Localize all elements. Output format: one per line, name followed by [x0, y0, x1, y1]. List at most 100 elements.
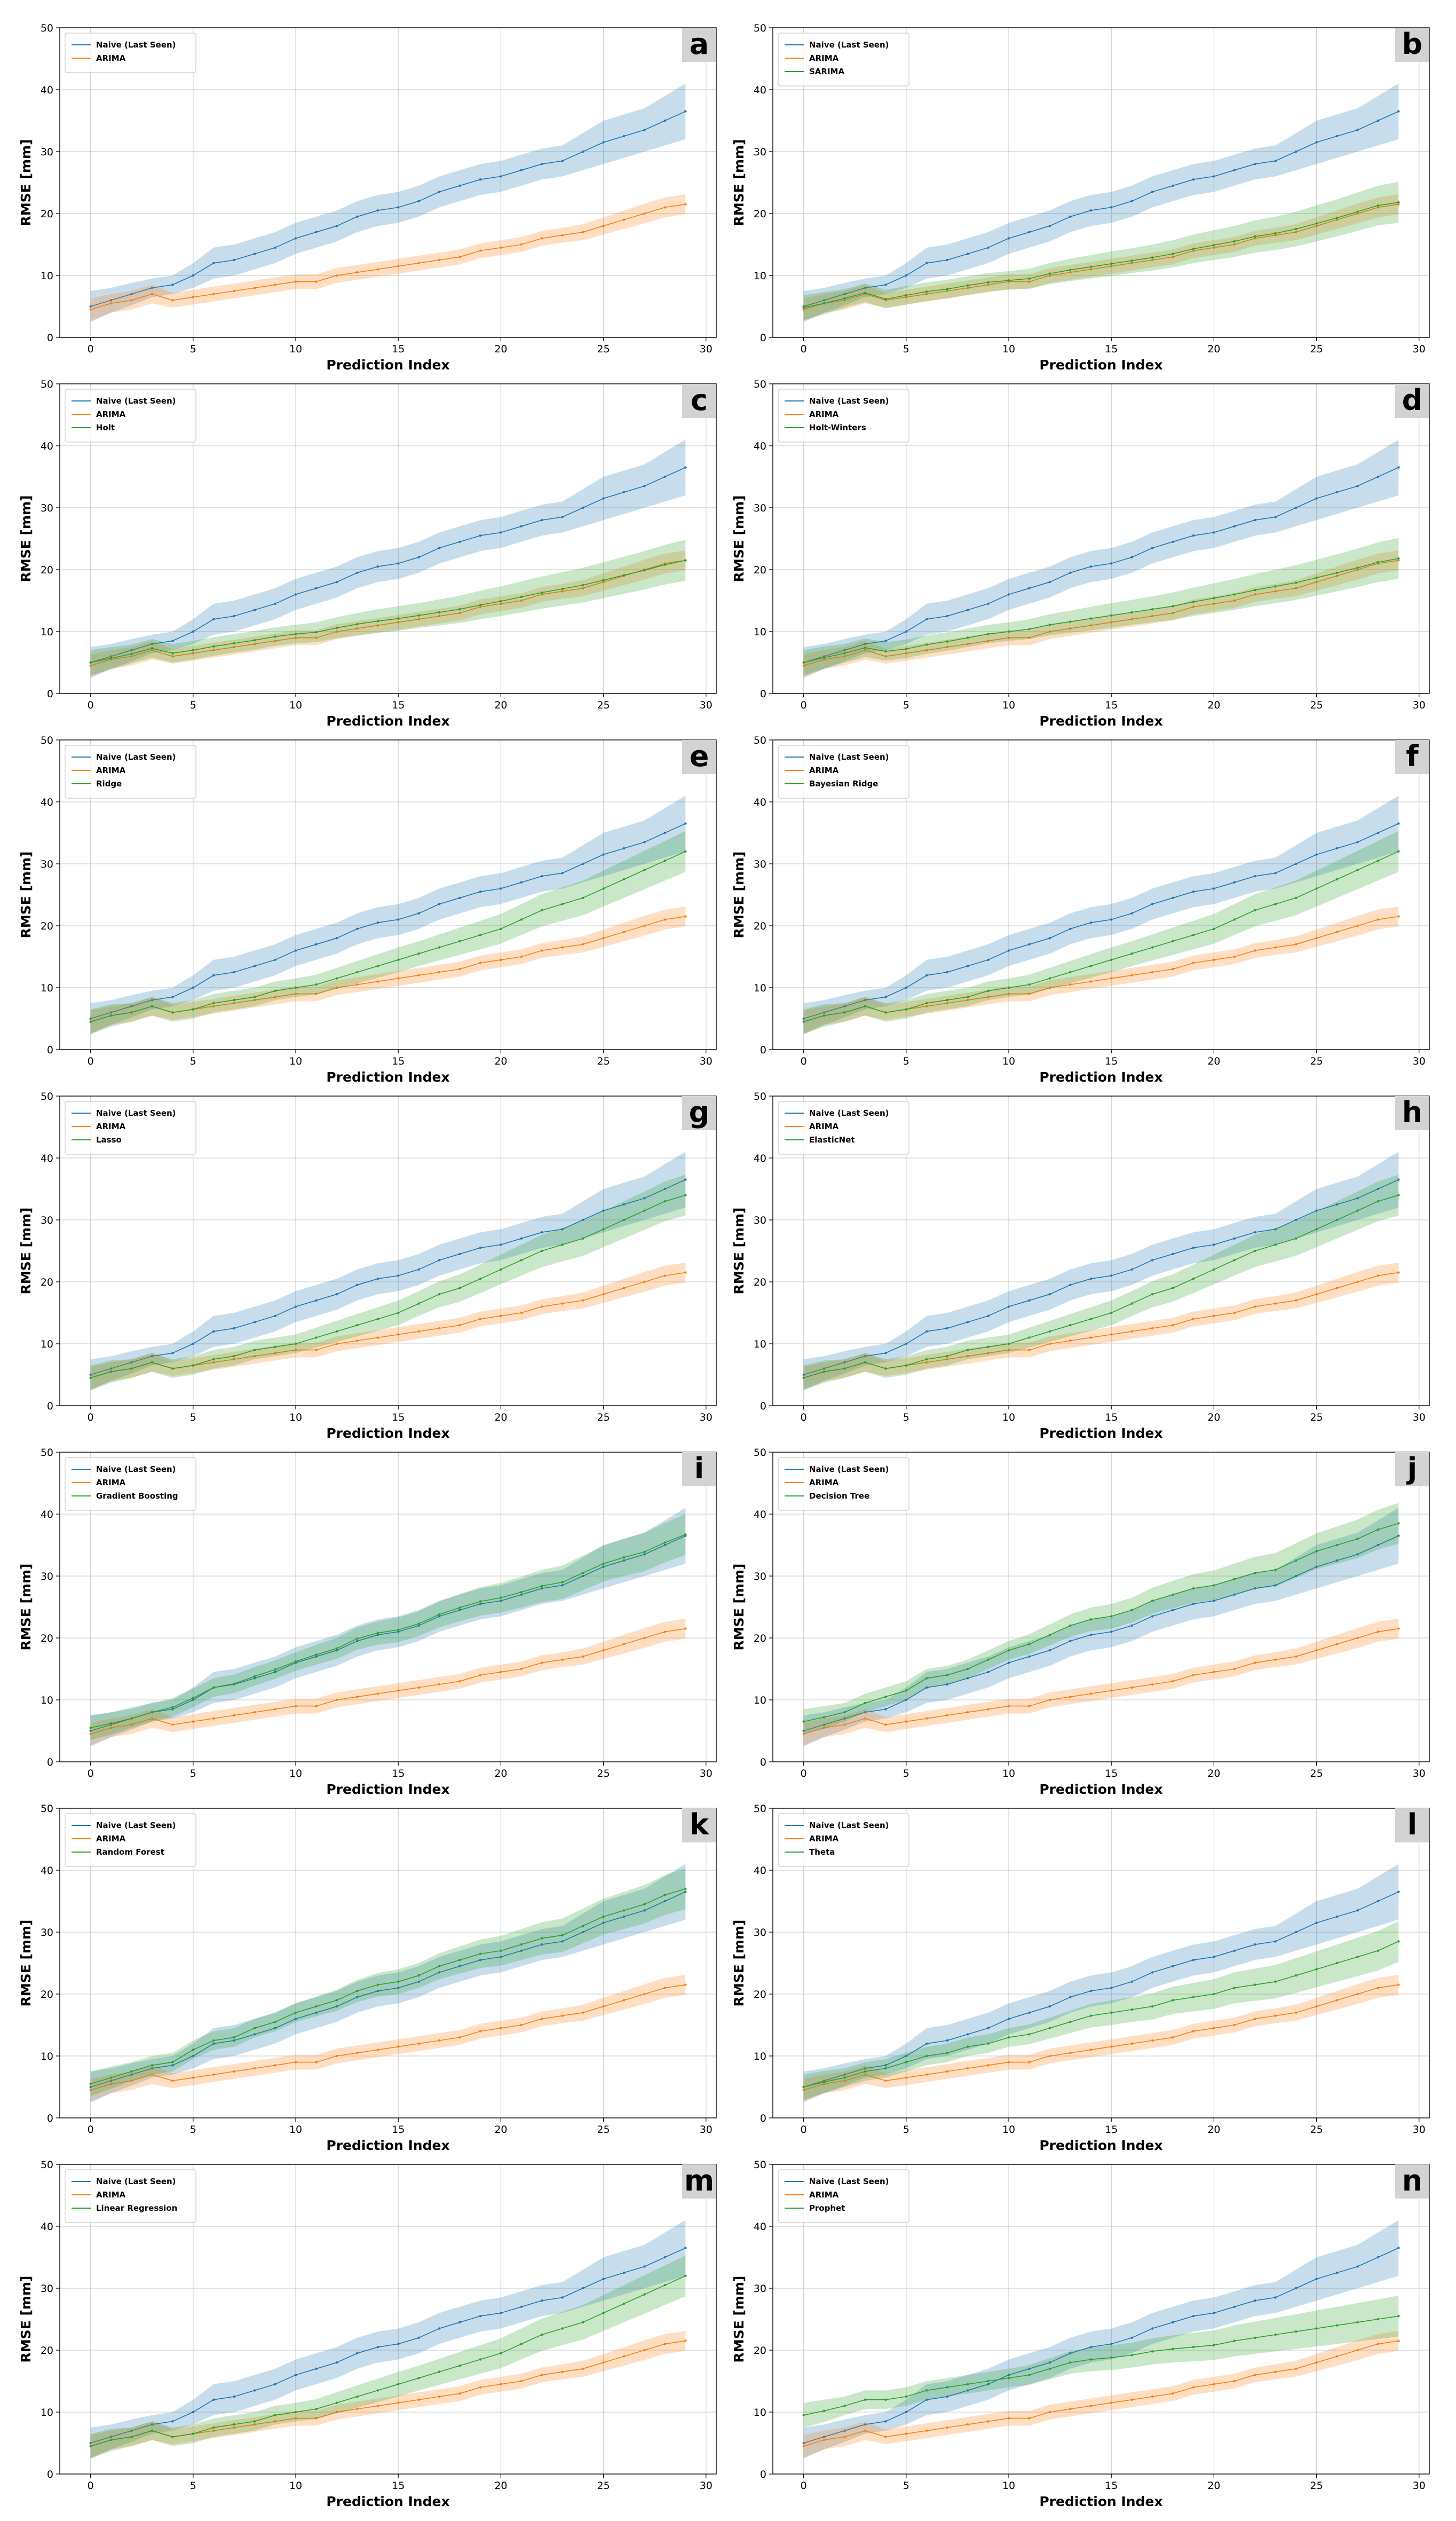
point-holt — [561, 587, 564, 590]
point-sarima — [1151, 256, 1154, 259]
point-naive — [1192, 891, 1195, 893]
y-axis-label: RMSE [mm] — [18, 852, 34, 939]
point-dtree — [1069, 1624, 1072, 1627]
point-naive — [1089, 565, 1093, 568]
point-theta — [1069, 2021, 1072, 2023]
point-arima — [822, 2083, 826, 2085]
point-naive — [233, 1327, 235, 1330]
point-naive — [1376, 831, 1380, 834]
y-tick-label: 40 — [754, 84, 766, 96]
band-lasso — [90, 1175, 686, 1390]
point-arima — [987, 2420, 990, 2423]
point-theta — [1254, 1983, 1256, 1986]
band-naive — [90, 1152, 686, 1390]
point-arima — [171, 1723, 174, 1726]
point-prophet — [1192, 2346, 1195, 2349]
point-sarima — [905, 294, 908, 297]
point-gboost — [417, 1622, 420, 1625]
point-naive — [1110, 1630, 1113, 1633]
point-naive — [151, 999, 154, 1002]
point-arima — [967, 1711, 969, 1714]
x-tick-label: 25 — [1310, 1768, 1323, 1779]
point-naive — [1376, 119, 1380, 122]
line-lasso — [803, 1194, 1399, 1378]
point-holtwinters — [1397, 557, 1400, 560]
line-ridge — [90, 851, 686, 1022]
point-linreg — [438, 2370, 441, 2373]
point-naive — [89, 1017, 92, 1020]
point-naive — [1254, 1587, 1256, 1590]
point-naive — [1233, 2305, 1236, 2308]
point-ridge — [1192, 934, 1195, 936]
point-ridge — [541, 909, 543, 912]
band-arima — [90, 1975, 686, 2101]
band-naive — [803, 1864, 1399, 2102]
point-naive — [1356, 1909, 1359, 1912]
point-naive — [1335, 847, 1339, 850]
point-dtree — [1048, 1634, 1051, 1636]
point-arima — [663, 2343, 667, 2345]
point-naive — [212, 618, 215, 621]
x-tick-label: 20 — [494, 2124, 507, 2136]
point-naive — [843, 2429, 846, 2432]
band-arima — [90, 1619, 686, 1745]
point-naive — [1172, 2321, 1174, 2323]
point-linreg — [212, 2426, 215, 2429]
point-naive — [1397, 110, 1400, 113]
point-arima — [643, 2349, 646, 2352]
point-arima — [1254, 593, 1256, 596]
point-lasso — [520, 1259, 523, 1262]
y-tick-label: 0 — [47, 2469, 53, 2480]
point-lasso — [500, 1268, 502, 1271]
point-arima — [643, 1992, 646, 1996]
point-linreg — [294, 2410, 297, 2414]
point-naive — [500, 887, 502, 890]
point-ridge — [1028, 983, 1031, 986]
point-naive — [602, 497, 605, 500]
point-naive — [1356, 2265, 1359, 2268]
band-gboost — [90, 1514, 686, 1740]
point-arima — [1130, 1330, 1133, 1333]
point-naive — [109, 2079, 113, 2082]
point-arima — [151, 649, 154, 652]
axes-frame — [772, 27, 1430, 338]
point-naive — [397, 206, 400, 209]
point-theta — [1028, 2033, 1031, 2036]
point-arima — [1069, 1340, 1072, 1342]
x-tick-label: 20 — [1207, 343, 1220, 355]
point-arima — [967, 1355, 969, 1358]
legend-label: Gradient Boosting — [96, 1491, 178, 1501]
y-tick-label: 10 — [754, 626, 766, 638]
point-dtree — [1110, 1615, 1113, 1618]
legend-label: Naive (Last Seen) — [96, 2177, 176, 2186]
axes-frame — [772, 1452, 1430, 1762]
point-gboost — [192, 1697, 194, 1699]
point-naive — [1397, 466, 1400, 469]
y-tick-label: 20 — [41, 1277, 53, 1288]
legend-label: Holt-Winters — [809, 423, 866, 432]
point-naive — [1233, 1237, 1236, 1240]
point-arima — [315, 636, 318, 639]
point-rforest — [130, 2070, 133, 2073]
point-lasso — [822, 1370, 826, 1373]
point-naive — [561, 1584, 564, 1587]
band-naive — [90, 83, 686, 322]
point-arima — [1192, 2386, 1195, 2389]
point-holt — [479, 603, 482, 606]
point-arima — [397, 1689, 400, 1692]
point-naive — [171, 2420, 174, 2423]
point-lasso — [1213, 1268, 1215, 1271]
point-lasso — [1192, 1278, 1195, 1280]
band-rforest — [90, 1868, 686, 2097]
point-arima — [376, 1336, 379, 1339]
point-arima — [1315, 937, 1318, 940]
point-naive — [397, 1987, 400, 1989]
point-naive — [335, 1649, 338, 1652]
point-ridge — [1007, 986, 1010, 989]
point-arima — [335, 986, 338, 989]
point-arima — [1130, 262, 1133, 264]
line-arima — [90, 560, 686, 666]
point-naive — [1315, 2278, 1318, 2280]
point-holt — [274, 635, 276, 638]
